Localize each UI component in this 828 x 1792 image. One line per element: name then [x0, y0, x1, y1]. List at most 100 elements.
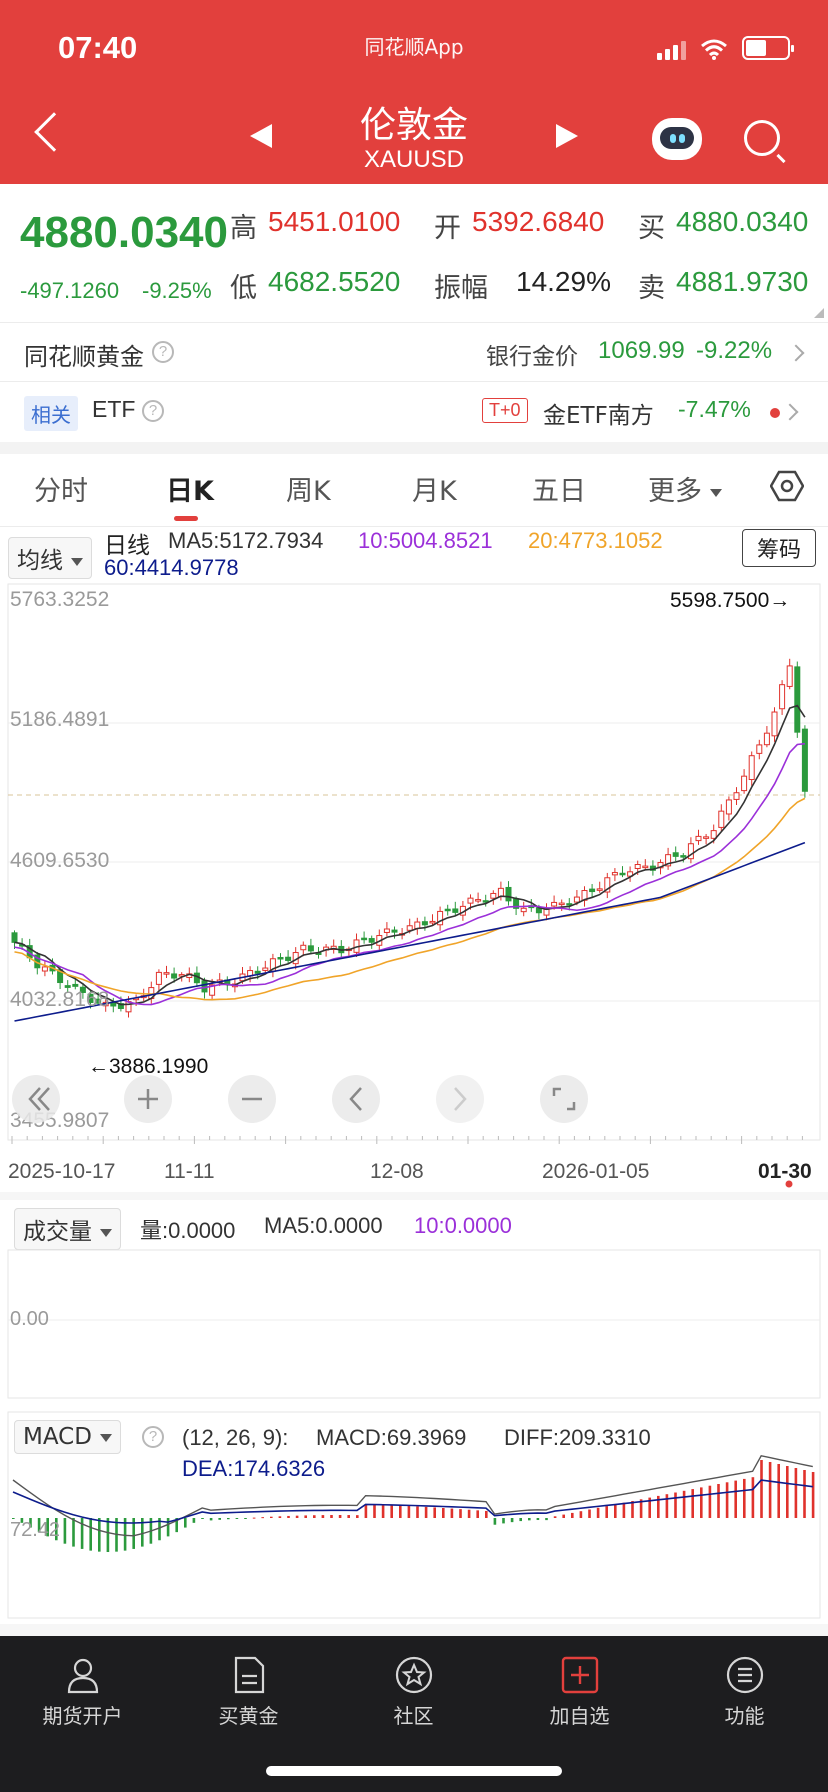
- search-icon[interactable]: [744, 120, 780, 156]
- help-icon[interactable]: ?: [152, 341, 174, 363]
- next-instrument-icon[interactable]: [556, 124, 578, 148]
- gold-row[interactable]: 同花顺黄金 ? 银行金价 1069.99 -9.22%: [0, 323, 828, 381]
- wifi-icon: [701, 39, 727, 60]
- chevron-right-icon: [781, 403, 799, 421]
- dropdown-caret-icon: [71, 557, 83, 566]
- ai-assistant-robot-icon[interactable]: [652, 118, 702, 160]
- nav-buy-gold[interactable]: 买黄金: [166, 1644, 331, 1729]
- chip-distribution-button[interactable]: 筹码: [742, 529, 817, 567]
- add-watchlist-icon: [560, 1656, 600, 1694]
- max-price-marker: 5598.7500→: [670, 589, 790, 612]
- tab-more[interactable]: 更多: [648, 469, 722, 508]
- etf-pct: -7.47%: [678, 396, 751, 422]
- high-label: 高: [230, 213, 257, 244]
- nav-label: 加自选: [549, 1704, 610, 1728]
- fullscreen-button[interactable]: [540, 1075, 588, 1123]
- etf-row[interactable]: 相关 ETF ? T+0 金ETF南方 -7.47%: [0, 382, 828, 442]
- current-date-dot: [785, 1180, 793, 1188]
- home-indicator: [266, 1766, 562, 1776]
- amplitude-label: 振幅: [434, 273, 488, 304]
- ma60-value: 60:4414.9778: [104, 555, 239, 580]
- volume-value: 量:0.0000: [140, 1218, 236, 1243]
- ma5-value: MA5:5172.7934: [168, 528, 324, 553]
- kline-chart[interactable]: 5763.3252 5186.4891 4609.6530 4032.8168 …: [0, 580, 828, 1150]
- volume-ma10: 10:0.0000: [414, 1213, 512, 1238]
- gold-row-title: 同花顺黄金: [24, 343, 144, 371]
- tab-five-day[interactable]: 五日: [532, 476, 586, 507]
- volume-selector[interactable]: 成交量: [14, 1208, 121, 1250]
- page-title: 伦敦金: [359, 105, 468, 146]
- volume-zero-label: 0.00: [10, 1308, 49, 1330]
- ma10-value: 10:5004.8521: [358, 528, 493, 553]
- macd-value: MACD:69.3969: [316, 1425, 467, 1450]
- tab-more-label: 更多: [648, 476, 702, 507]
- menu-icon: [725, 1656, 765, 1694]
- buy-value: 4880.0340: [676, 206, 809, 237]
- ma20-value: 20:4773.1052: [528, 528, 663, 553]
- status-time: 07:40: [58, 30, 138, 65]
- rewind-button[interactable]: [12, 1075, 60, 1123]
- dropdown-caret-icon: [100, 1228, 112, 1237]
- sell-label: 卖: [638, 273, 665, 304]
- previous-instrument-icon[interactable]: [250, 124, 272, 148]
- macd-axis-label: 72.42: [10, 1519, 60, 1541]
- expand-corner-icon[interactable]: [814, 308, 824, 318]
- amplitude-value: 14.29%: [516, 266, 611, 297]
- date-label-2: 11-11: [164, 1160, 215, 1183]
- macd-params: (12, 26, 9):: [182, 1425, 289, 1450]
- low-value: 4682.5520: [268, 266, 401, 297]
- chart-controls: [12, 1075, 588, 1123]
- dropdown-caret-icon: [99, 1433, 112, 1442]
- community-star-icon: [394, 1656, 434, 1694]
- tab-intraday[interactable]: 分时: [34, 476, 88, 507]
- zoom-in-button[interactable]: [124, 1075, 172, 1123]
- indicator-selector[interactable]: 均线: [8, 537, 92, 579]
- alert-dot: [770, 408, 780, 418]
- tab-monthly-k[interactable]: 月K: [412, 476, 457, 507]
- date-label-1: 2025-10-17: [8, 1160, 115, 1183]
- y-label-3: 4609.6530: [10, 849, 109, 872]
- date-label-5: 01-30: [758, 1160, 812, 1183]
- macd-selector[interactable]: MACD: [14, 1420, 121, 1454]
- t0-badge: T+0: [482, 398, 528, 423]
- active-tab-indicator: [174, 516, 198, 521]
- nav-functions[interactable]: 功能: [662, 1644, 827, 1729]
- zoom-out-button[interactable]: [228, 1075, 276, 1123]
- buy-label: 买: [638, 213, 665, 244]
- related-tag: 相关: [24, 396, 78, 431]
- macd-selector-label: MACD: [23, 1424, 92, 1450]
- nav-label: 期货开户: [42, 1704, 123, 1728]
- scroll-right-button[interactable]: [436, 1075, 484, 1123]
- help-icon[interactable]: ?: [142, 400, 164, 422]
- bank-price: 1069.99: [598, 337, 685, 364]
- etf-title: ETF: [92, 396, 136, 422]
- nav-community[interactable]: 社区: [331, 1644, 496, 1729]
- document-icon: [229, 1656, 269, 1694]
- settings-hexagon-icon[interactable]: [770, 469, 804, 503]
- current-price: 4880.0340: [20, 208, 228, 257]
- nav-futures-account[interactable]: 期货开户: [0, 1644, 165, 1729]
- status-app-label: 同花顺App: [364, 35, 464, 59]
- volume-chart: 0.00: [7, 1249, 821, 1399]
- app-header: 07:40 同花顺App 伦敦金 XAUUSD: [0, 0, 828, 184]
- min-price-marker: ←3886.1990: [88, 1055, 208, 1078]
- dea-value: DEA:174.6326: [182, 1456, 326, 1481]
- date-axis: 2025-10-17 11-11 12-08 2026-01-05 01-30: [8, 1136, 812, 1188]
- tab-daily-k[interactable]: 日K: [166, 476, 214, 507]
- y-label-2: 5186.4891: [10, 708, 109, 731]
- bank-price-pct: -9.22%: [696, 337, 773, 364]
- status-icons: [657, 36, 794, 60]
- etf-name: 金ETF南方: [543, 403, 654, 429]
- nav-add-watchlist[interactable]: 加自选: [497, 1644, 662, 1729]
- bank-price-label: 银行金价: [486, 344, 578, 370]
- diff-value: DIFF:209.3310: [504, 1425, 651, 1450]
- scroll-left-button[interactable]: [332, 1075, 380, 1123]
- price-change-pct: -9.25%: [142, 278, 212, 303]
- page-subtitle: XAUUSD: [363, 146, 465, 173]
- price-change: -497.1260: [20, 278, 120, 303]
- high-value: 5451.0100: [268, 206, 401, 237]
- macd-chart: 72.42: [7, 1411, 821, 1619]
- help-icon[interactable]: ?: [142, 1426, 164, 1448]
- tab-weekly-k[interactable]: 周K: [286, 476, 331, 507]
- nav-label: 买黄金: [218, 1704, 279, 1728]
